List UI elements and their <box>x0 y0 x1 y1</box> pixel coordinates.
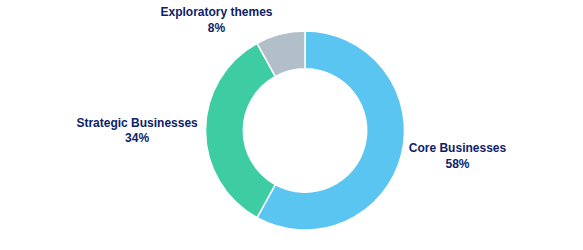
svg-text:Strategic Businesses34%: Strategic Businesses34% <box>76 116 198 146</box>
svg-text:Core Businesses58%: Core Businesses58% <box>409 141 507 171</box>
svg-text:Exploratory themes8%: Exploratory themes8% <box>160 5 272 35</box>
